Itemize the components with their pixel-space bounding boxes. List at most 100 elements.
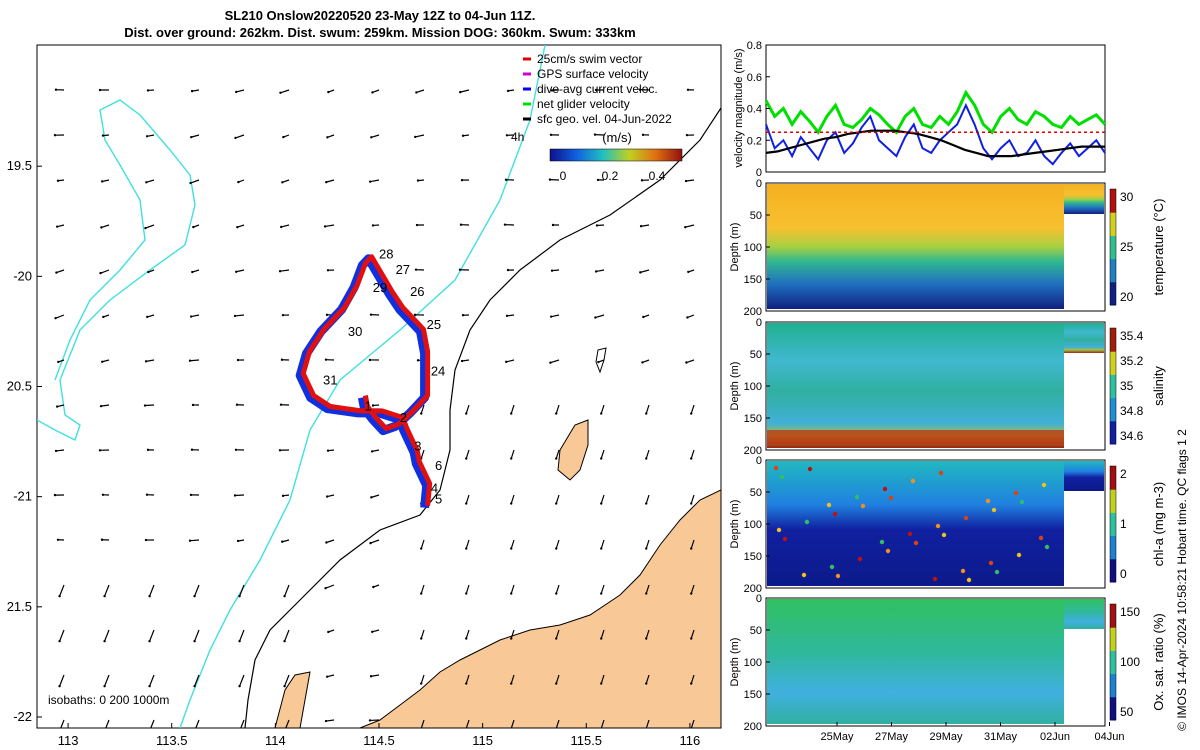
section-panel-temperature: 0 50 100 150 200 Depth (m) 30 25 20 temperature (… bbox=[729, 178, 1166, 318]
current-arrow bbox=[555, 629, 560, 639]
current-arrow bbox=[415, 134, 425, 138]
current-arrow-head bbox=[594, 316, 597, 319]
current-arrow bbox=[239, 629, 245, 642]
current-arrow-head bbox=[237, 180, 240, 184]
section-ytick-label: 0 bbox=[756, 178, 762, 190]
chla-sample-dot bbox=[932, 576, 938, 582]
section-ytick-label: 200 bbox=[744, 306, 762, 318]
current-arrow bbox=[240, 719, 245, 728]
current-arrow bbox=[420, 629, 425, 639]
current-arrow-head bbox=[551, 223, 555, 227]
current-arrow-head bbox=[420, 412, 423, 415]
current-arrow bbox=[686, 359, 695, 364]
salinity-bottom-layer bbox=[767, 430, 1064, 444]
current-arrow-head bbox=[370, 496, 373, 499]
section-colorbar-label: salinity bbox=[1151, 366, 1166, 406]
current-arrow-head bbox=[236, 225, 239, 229]
current-arrow-head bbox=[510, 592, 513, 595]
current-arrow-head bbox=[460, 178, 464, 182]
current-arrow-head bbox=[56, 538, 60, 541]
section-ytick-label: 150 bbox=[744, 274, 762, 286]
section-colorbar-label: chl-a (mg m-3) bbox=[1151, 482, 1166, 567]
current-arrow-head bbox=[102, 315, 105, 319]
current-arrow bbox=[690, 404, 695, 414]
current-arrow-head bbox=[684, 179, 688, 183]
current-arrow bbox=[465, 494, 470, 504]
current-arrow-head bbox=[238, 639, 241, 643]
current-arrow bbox=[325, 584, 335, 589]
section-colorbar-segment bbox=[1110, 212, 1116, 236]
legend-item-label: net glider velocity bbox=[537, 97, 630, 111]
current-arrow-head bbox=[690, 682, 693, 685]
current-arrow-head bbox=[326, 269, 330, 272]
current-arrow bbox=[100, 404, 110, 407]
isobath-200-line bbox=[179, 45, 546, 728]
current-arrow-head bbox=[548, 178, 552, 181]
current-arrow-head bbox=[639, 225, 643, 228]
current-arrow bbox=[465, 674, 470, 684]
chla-sample-dot bbox=[1038, 535, 1044, 541]
section-colorbar-label: temperature (°C) bbox=[1151, 199, 1166, 296]
current-arrow bbox=[555, 539, 560, 549]
colorbar-tick-label: 0.4 bbox=[649, 169, 666, 183]
section-ytick-label: 50 bbox=[750, 210, 762, 222]
current-arrow bbox=[555, 674, 560, 684]
current-arrow-head bbox=[323, 225, 327, 228]
current-arrow-head bbox=[144, 226, 147, 230]
current-arrow bbox=[690, 449, 695, 459]
current-arrow-head bbox=[510, 637, 513, 640]
current-arrow-head bbox=[420, 682, 423, 685]
current-arrow-head bbox=[369, 541, 372, 545]
current-arrow bbox=[600, 674, 605, 684]
current-arrow bbox=[506, 359, 515, 363]
current-arrow bbox=[236, 89, 245, 93]
current-arrow-head bbox=[594, 88, 598, 92]
section-colorbar-segment bbox=[1110, 235, 1116, 260]
current-arrow-head bbox=[146, 315, 149, 319]
current-arrow bbox=[551, 314, 560, 318]
current-arrow-head bbox=[193, 684, 196, 688]
section-ylabel: Depth (m) bbox=[729, 638, 741, 687]
section-heatmap bbox=[767, 323, 1064, 448]
chla-sample-dot bbox=[991, 507, 997, 513]
current-arrow bbox=[105, 719, 110, 728]
current-arrow bbox=[645, 719, 650, 728]
section-colorbar-segment bbox=[1110, 420, 1116, 445]
current-arrow-head bbox=[327, 630, 330, 634]
map-xtick-label: 115.5 bbox=[570, 733, 602, 748]
current-arrow-head bbox=[600, 592, 603, 595]
chla-sample-dot bbox=[826, 502, 832, 508]
current-arrow-head bbox=[550, 269, 554, 272]
current-arrow-head bbox=[420, 547, 423, 550]
current-arrow-head bbox=[690, 637, 693, 640]
current-arrow bbox=[600, 494, 605, 504]
current-arrow-head bbox=[510, 727, 513, 728]
map-ytick-label: -22 bbox=[13, 709, 32, 724]
current-arrow bbox=[59, 629, 65, 642]
current-arrow-head bbox=[190, 448, 194, 451]
chla-sample-dot bbox=[988, 560, 994, 566]
current-arrow bbox=[191, 134, 200, 138]
map-ytick-label: -20 bbox=[13, 268, 32, 283]
section-colorbar-frame bbox=[1109, 188, 1117, 306]
velocity-series-line bbox=[765, 129, 1105, 158]
mainland-landmass bbox=[359, 489, 721, 728]
track-day-label: 30 bbox=[348, 324, 362, 339]
current-arrow bbox=[645, 449, 650, 459]
current-arrow-head bbox=[465, 547, 468, 550]
current-arrow bbox=[420, 584, 425, 594]
track-day-label: 28 bbox=[379, 247, 393, 262]
section-colorbar-segment bbox=[1110, 397, 1116, 422]
chla-sample-dot bbox=[1044, 544, 1050, 550]
current-arrow bbox=[60, 719, 65, 728]
current-arrow bbox=[640, 269, 650, 273]
map-xtick-label: 116 bbox=[680, 733, 701, 748]
current-arrow-head bbox=[327, 90, 330, 94]
current-arrow-head bbox=[645, 502, 648, 505]
current-arrow-head bbox=[465, 502, 468, 505]
legend-marker-label: 4h bbox=[511, 130, 524, 144]
current-arrow-head bbox=[193, 594, 196, 598]
current-arrow bbox=[600, 629, 605, 639]
section-colorbar-segment bbox=[1110, 604, 1116, 628]
section-colorbar-tick: 50 bbox=[1120, 705, 1134, 719]
